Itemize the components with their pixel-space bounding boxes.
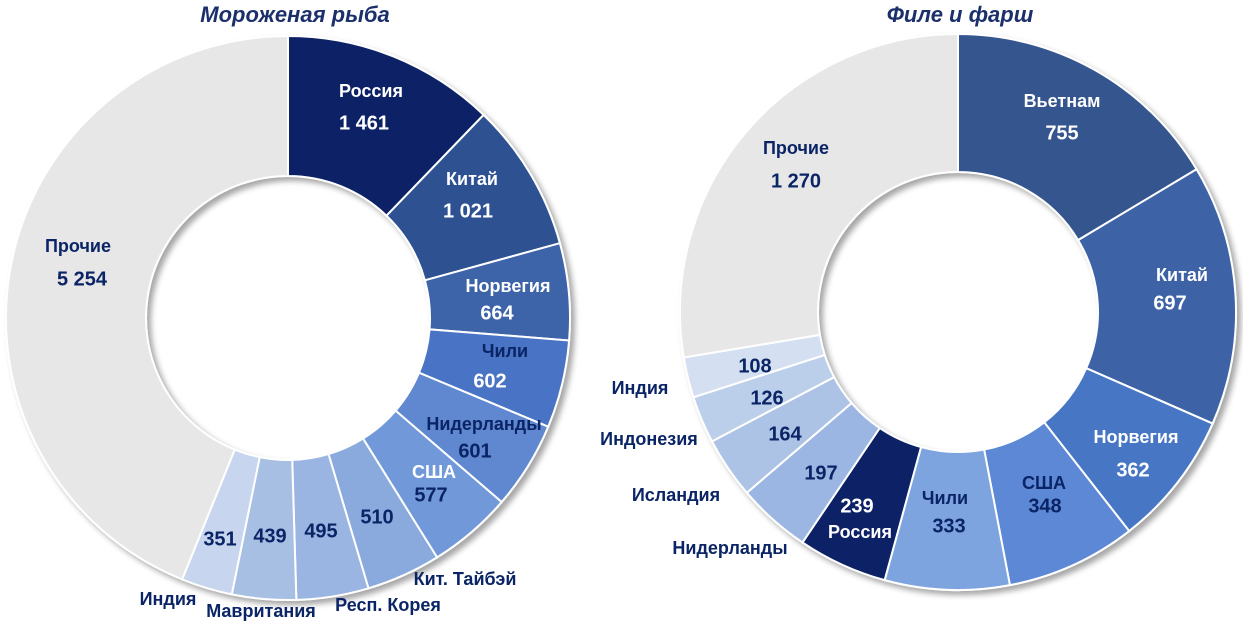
slice-прочие [5,34,289,581]
slice-label-сша: США [1022,473,1066,493]
slice-label-норвегия: Норвегия [1094,427,1179,447]
slice-value-индия: 351 [203,528,236,550]
slice-value-россия: 1 461 [339,112,389,134]
slice-label-россия: Россия [339,81,403,101]
chart-title-frozen-fish: Мороженая рыба [200,2,390,27]
slice-value-китай: 1 021 [443,200,493,222]
slice-прочие [679,32,959,359]
slice-label-респ-корея: Респ. Корея [335,595,441,615]
slice-label-вьетнам: Вьетнам [1024,91,1101,111]
slice-россия [287,34,486,218]
slice-label-чили: Чили [922,488,968,508]
slice-вьетнам [957,32,1198,242]
slice-value-норвегия: 362 [1116,459,1149,481]
slice-value-прочие: 5 254 [57,268,108,290]
slice-label-нидерланды: Нидерланды [672,538,787,558]
slice-label-мавритания: Мавритания [206,601,316,621]
slice-value-исландия: 164 [768,423,802,445]
slice-label-чили: Чили [482,341,528,361]
slice-value-респ-корея: 495 [304,520,337,542]
slice-label-сша: США [412,462,456,482]
slice-label-индонезия: Индонезия [600,429,698,449]
slice-label-нидерланды: Нидерланды [426,414,541,434]
slice-label-китай: Китай [1156,265,1208,285]
slice-label-индия: Индия [612,378,669,398]
slice-value-чили: 602 [473,370,506,392]
slice-value-мавритания: 439 [253,525,286,547]
slice-value-прочие: 1 270 [771,170,821,192]
slice-китай [1076,167,1237,425]
labels-frozen-fish: Россия 1 461 Китай 1 021 Норвегия 664 Чили 602 Н… [45,81,550,621]
donut-chart-frozen-fish [5,34,571,601]
slice-value-индия: 108 [738,355,771,377]
slice-value-нидерланды: 601 [458,440,491,462]
slice-value-чили: 333 [932,515,965,537]
slice-label-россия: Россия [828,522,892,542]
slice-label-индия: Индия [140,589,197,609]
slice-value-индонезия: 126 [750,387,783,409]
slice-value-кит-тайбэй: 510 [360,506,393,528]
chart-title-fillet-mince: Филе и фарш [886,2,1034,27]
slice-value-россия: 239 [840,495,873,517]
slice-label-китай: Китай [446,169,498,189]
slice-label-норвегия: Норвегия [466,276,551,296]
slice-label-кит-тайбэй: Кит. Тайбэй [414,569,517,589]
donut-chart-fillet-mince [679,32,1237,591]
slice-label-прочие: Прочие [763,138,829,158]
slice-label-исландия: Исландия [632,485,720,505]
slice-value-сша: 577 [414,484,447,506]
slice-value-вьетнам: 755 [1045,122,1078,144]
slice-value-китай: 697 [1153,292,1186,314]
slice-label-прочие: Прочие [45,236,111,256]
slice-value-нидерланды: 197 [804,462,837,484]
slice-value-сша: 348 [1028,495,1061,517]
slice-value-норвегия: 664 [480,302,514,324]
